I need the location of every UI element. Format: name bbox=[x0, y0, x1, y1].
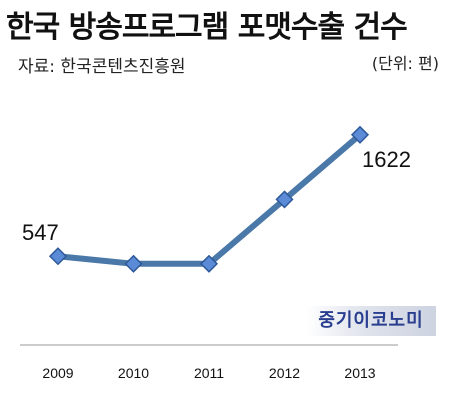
data-point-2009 bbox=[48, 247, 68, 266]
source-note: 자료: 한국콘텐츠진흥원 bbox=[18, 57, 186, 77]
watermark-logo: 중기이코노미 bbox=[306, 306, 436, 336]
data-label-2013: 1622 bbox=[362, 147, 411, 172]
data-point-2013 bbox=[350, 125, 370, 144]
data-point-2010 bbox=[124, 254, 143, 273]
chart-title: 한국 방송프로그램 포맷수출 건수 bbox=[6, 10, 408, 45]
data-point-2011 bbox=[199, 254, 219, 273]
x-tick-label-2009: 2009 bbox=[42, 365, 73, 381]
data-point-2012 bbox=[275, 190, 294, 209]
unit-note: (단위: 편) bbox=[371, 54, 439, 73]
series-line bbox=[55, 131, 363, 267]
x-tick-label-2013: 2013 bbox=[344, 365, 375, 381]
x-tick-label-2012: 2012 bbox=[269, 365, 300, 381]
x-tick-label-2010: 2010 bbox=[118, 365, 149, 381]
data-label-2009: 547 bbox=[22, 220, 59, 245]
x-tick-label-2011: 2011 bbox=[194, 365, 224, 381]
